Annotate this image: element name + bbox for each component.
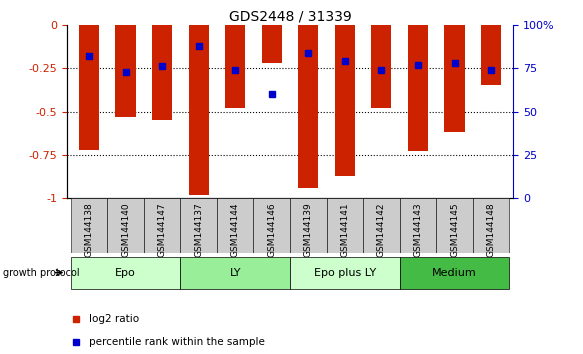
- Bar: [400, 198, 436, 253]
- Bar: [180, 257, 290, 289]
- Bar: [290, 257, 400, 289]
- Bar: [436, 198, 473, 253]
- Text: Medium: Medium: [432, 268, 477, 278]
- Text: GSM144139: GSM144139: [304, 202, 313, 257]
- Bar: [326, 198, 363, 253]
- Text: GSM144147: GSM144147: [157, 202, 167, 257]
- Text: GSM144140: GSM144140: [121, 202, 130, 257]
- Text: growth protocol: growth protocol: [3, 268, 79, 278]
- Text: GSM144146: GSM144146: [267, 202, 276, 257]
- Bar: [254, 198, 290, 253]
- Text: GSM144144: GSM144144: [231, 202, 240, 257]
- Text: GSM144138: GSM144138: [85, 202, 93, 257]
- Text: LY: LY: [230, 268, 241, 278]
- Text: percentile rank within the sample: percentile rank within the sample: [89, 337, 265, 347]
- Bar: [335, 25, 355, 176]
- Bar: [115, 25, 136, 117]
- Text: GSM144143: GSM144143: [413, 202, 423, 257]
- Bar: [363, 198, 400, 253]
- Bar: [180, 198, 217, 253]
- Bar: [400, 257, 510, 289]
- Text: Epo plus LY: Epo plus LY: [314, 268, 376, 278]
- Text: GSM144142: GSM144142: [377, 202, 386, 257]
- Bar: [298, 25, 318, 188]
- Text: Epo: Epo: [115, 268, 136, 278]
- Title: GDS2448 / 31339: GDS2448 / 31339: [229, 10, 352, 24]
- Bar: [473, 198, 510, 253]
- Bar: [444, 25, 465, 132]
- Bar: [71, 257, 180, 289]
- Text: GSM144137: GSM144137: [194, 202, 203, 257]
- Bar: [144, 198, 180, 253]
- Text: GSM144148: GSM144148: [487, 202, 496, 257]
- Text: GSM144141: GSM144141: [340, 202, 349, 257]
- Bar: [408, 25, 428, 152]
- Bar: [71, 198, 107, 253]
- Bar: [262, 25, 282, 63]
- Bar: [79, 25, 99, 150]
- Bar: [188, 25, 209, 195]
- Bar: [371, 25, 392, 108]
- Bar: [290, 198, 326, 253]
- Bar: [107, 198, 144, 253]
- Text: log2 ratio: log2 ratio: [89, 314, 139, 324]
- Text: GSM144145: GSM144145: [450, 202, 459, 257]
- Bar: [217, 198, 254, 253]
- Bar: [152, 25, 172, 120]
- Bar: [481, 25, 501, 86]
- Bar: [225, 25, 245, 108]
